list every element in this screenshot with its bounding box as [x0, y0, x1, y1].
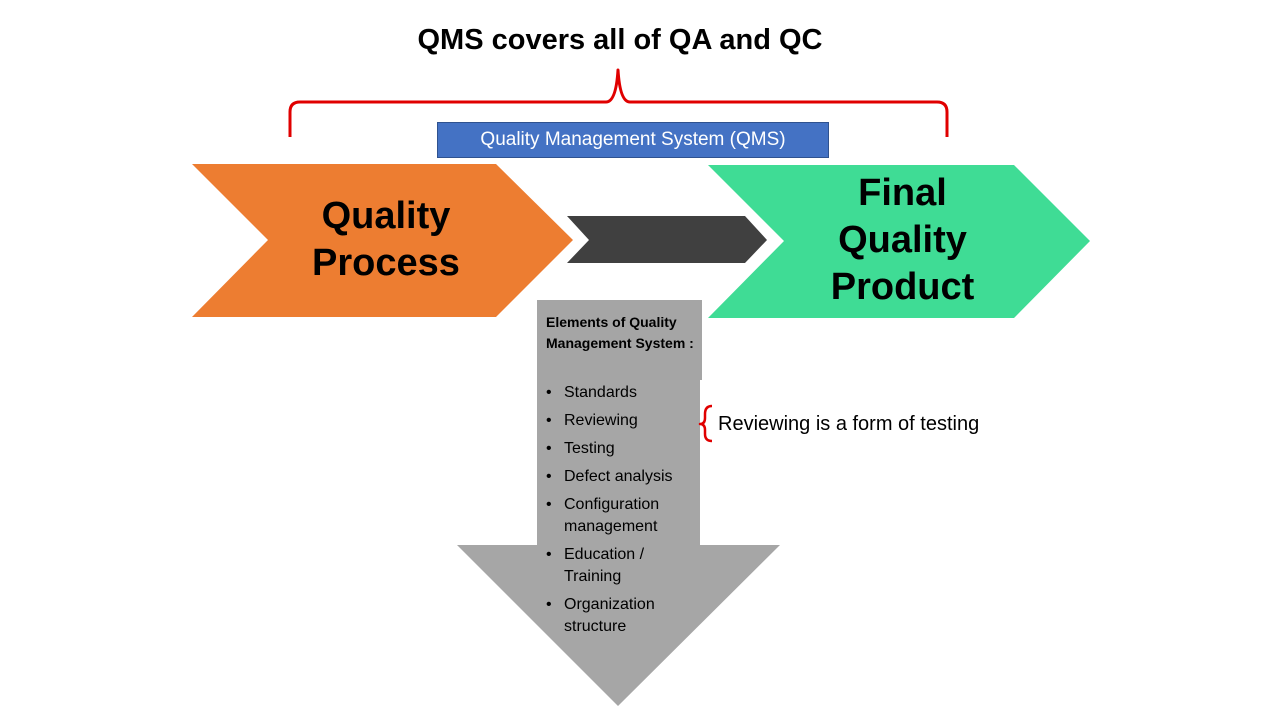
list-item: • Standards	[546, 382, 696, 404]
list-item-label: Reviewing	[564, 412, 638, 429]
bullet-icon: •	[546, 546, 552, 563]
list-item-label: Organization structure	[564, 596, 655, 635]
list-item-label: Testing	[564, 440, 615, 457]
list-item: • Testing	[546, 438, 696, 460]
bullet-icon: •	[546, 384, 552, 401]
final-product-line: Product	[830, 266, 975, 308]
bullet-icon: •	[546, 596, 552, 613]
list-item-label: Education / Training	[564, 546, 645, 585]
list-item-label: Configuration management	[564, 496, 660, 535]
qms-label-box: Quality Management System (QMS)	[437, 122, 829, 158]
quality-process-chevron	[192, 164, 573, 317]
elements-list: • Standards • Reviewing • Testing • Defect a…	[546, 382, 696, 644]
list-item: • Reviewing	[546, 410, 696, 432]
bullet-icon: •	[546, 412, 552, 429]
down-arrow	[457, 300, 780, 706]
final-product-line: Final	[858, 172, 947, 214]
list-item: • Organization structure	[546, 594, 696, 638]
connector-chevron	[567, 216, 767, 263]
bullet-icon: •	[546, 496, 552, 513]
final-product-chevron	[708, 165, 1090, 318]
list-item: • Defect analysis	[546, 466, 696, 488]
list-item-label: Defect analysis	[564, 468, 673, 485]
list-item-label: Standards	[564, 384, 637, 401]
bullet-icon: •	[546, 440, 552, 457]
quality-process-line: Quality	[321, 195, 451, 237]
list-item: • Configuration management	[546, 494, 696, 538]
bullet-icon: •	[546, 468, 552, 485]
quality-process-label: Quality Process	[262, 193, 510, 287]
final-product-line: Quality	[838, 219, 967, 261]
reviewing-note: Reviewing is a form of testing	[718, 413, 980, 435]
quality-process-line: Process	[312, 242, 460, 284]
list-item: • Education / Training	[546, 544, 696, 588]
qms-brace	[288, 68, 949, 137]
elements-heading: Elements of Quality Management System :	[546, 314, 694, 351]
final-product-label: Final Quality Product	[770, 170, 1035, 311]
reviewing-brace	[698, 404, 713, 443]
elements-header-panel	[537, 300, 702, 380]
page-title: QMS covers all of QA and QC	[417, 24, 823, 56]
